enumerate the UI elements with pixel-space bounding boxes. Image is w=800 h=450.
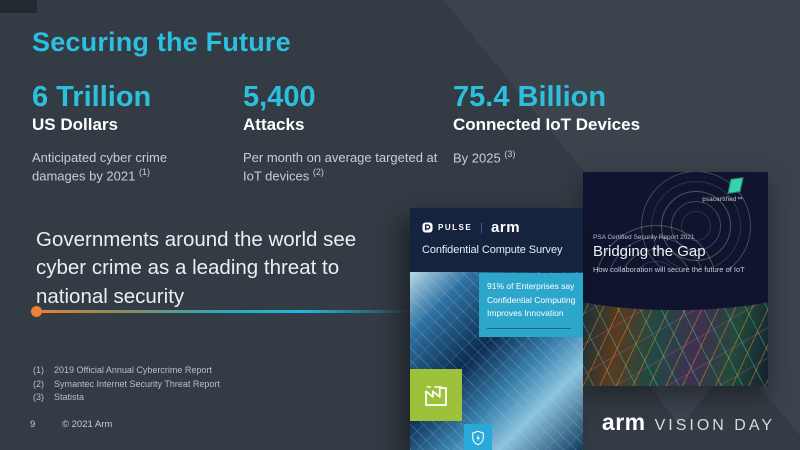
arm-vision-day-logo: arm VISION DAY xyxy=(602,409,775,436)
psa-subtitle: How collaboration will secure the future… xyxy=(593,265,745,274)
stat-desc: By 2025 (3) xyxy=(453,149,733,166)
copyright-text: © 2021 Arm xyxy=(62,419,113,430)
footnote-text: Statista xyxy=(54,392,85,402)
footnote-ref-mark: (1) xyxy=(138,166,150,177)
rule-dot xyxy=(31,306,42,317)
survey-report-cover: PULSE | arm Confidential Compute Survey … xyxy=(410,208,583,450)
corner-notch-shape xyxy=(0,0,37,13)
footnote-ref-mark: (2) xyxy=(312,166,324,177)
stat-desc: Per month on average targeted at IoT dev… xyxy=(243,149,443,184)
arm-wordmark: arm xyxy=(491,219,521,236)
survey-header: PULSE | arm Confidential Compute Survey xyxy=(410,208,583,272)
footnote-ref: (2) xyxy=(33,378,44,389)
stat-attacks: 5,400 Attacks Per month on average targe… xyxy=(243,82,443,184)
banner-text: 91% of Enterprises say Confidential Comp… xyxy=(487,281,576,319)
quote-text: Governments around the world see cyber c… xyxy=(36,228,357,308)
arm-logo-text: arm xyxy=(601,409,646,435)
stat-label: Attacks xyxy=(243,115,305,135)
factory-tile xyxy=(410,369,462,421)
shield-tile xyxy=(464,424,492,450)
stat-desc-text: Per month on average targeted at IoT dev… xyxy=(243,150,438,183)
stat-desc-text: Anticipated cyber crime damages by 2021 xyxy=(32,150,168,183)
vision-day-text: VISION DAY xyxy=(654,417,775,434)
stat-label: Connected IoT Devices xyxy=(453,115,641,135)
footnotes: (1) 2019 Official Annual Cybercrime Repor… xyxy=(33,364,220,405)
footnote-ref: (3) xyxy=(33,392,44,402)
psa-logo-text: psacertified™ xyxy=(702,197,743,203)
accent-rule xyxy=(31,306,411,317)
slide-title: Securing the Future xyxy=(32,27,291,57)
stat-value: 5,400 xyxy=(243,81,316,113)
logo-separator: | xyxy=(480,221,484,234)
psa-certified-logo-icon xyxy=(727,177,744,194)
stat-label: US Dollars xyxy=(32,115,118,135)
footnote-text: 2019 Official Annual Cybercrime Report xyxy=(54,365,212,375)
curve-overlay-shape xyxy=(583,268,768,310)
page-number: 9 xyxy=(30,419,36,430)
factory-icon xyxy=(425,386,447,406)
survey-logo-row: PULSE | arm xyxy=(422,219,571,236)
psa-report-cover: psacertified™ PSA Certified Security Rep… xyxy=(583,172,768,386)
psa-kicker: PSA Certified Security Report 2021 xyxy=(593,234,695,241)
footnote-line: (1) 2019 Official Annual Cybercrime Repor… xyxy=(33,364,220,378)
footnote-ref-mark: (3) xyxy=(504,149,516,160)
pulse-wordmark: PULSE xyxy=(438,223,473,232)
stat-desc-text: By 2025 xyxy=(453,150,501,166)
footnote-line: (3) Statista xyxy=(33,391,220,405)
city-photo xyxy=(583,300,768,386)
survey-stat-banner: 91% of Enterprises say Confidential Comp… xyxy=(479,273,583,337)
stat-value: 75.4 Billion xyxy=(453,81,607,113)
stat-us-dollars: 6 Trillion US Dollars Anticipated cyber … xyxy=(32,82,207,184)
stat-value: 6 Trillion xyxy=(32,81,152,113)
psa-text-block: PSA Certified Security Report 2021 Bridg… xyxy=(593,234,763,274)
pulse-logo-icon xyxy=(422,222,433,233)
footnote-ref: (1) xyxy=(33,365,44,375)
shield-bolt-icon xyxy=(472,430,484,446)
psa-title: Bridging the Gap xyxy=(593,243,706,260)
footnote-line: (2) Symantec Internet Security Threat Rep… xyxy=(33,378,220,392)
banner-underline xyxy=(487,327,571,329)
stat-iot-devices: 75.4 Billion Connected IoT Devices By 20… xyxy=(453,82,733,167)
footnote-text: Symantec Internet Security Threat Report xyxy=(54,378,220,389)
stat-desc: Anticipated cyber crime damages by 2021 … xyxy=(32,149,207,184)
survey-title: Confidential Compute Survey xyxy=(422,244,563,256)
